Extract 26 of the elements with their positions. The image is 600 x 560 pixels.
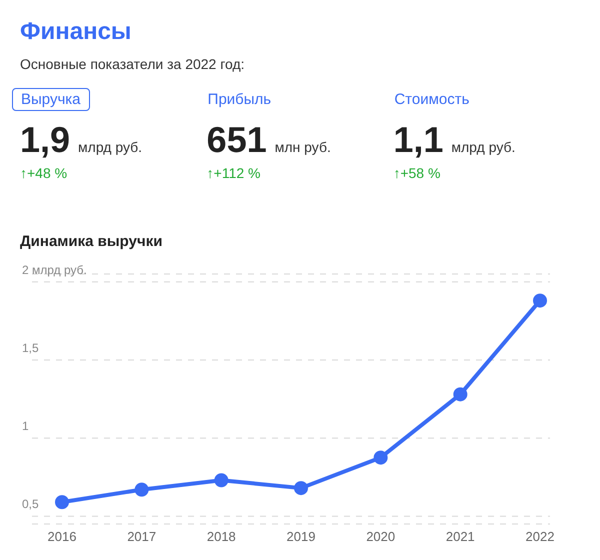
text: Стоимость [393, 90, 470, 110]
x-tick-label: 2016 [48, 529, 76, 544]
x-tick-label: 2020 [366, 529, 396, 544]
text: ↑+112 % [206, 165, 262, 181]
text: млн руб. [274, 139, 331, 155]
x-tick-label: 2021 [446, 529, 475, 544]
y-tick-label: 0,5 [22, 497, 40, 512]
text: ↑+58 % [393, 165, 442, 181]
text: 1,9 [20, 119, 70, 160]
text: 1,1 [393, 119, 444, 160]
y-tick-label: 1 [22, 419, 29, 434]
text: 651 [206, 119, 267, 160]
y-tick-label: 1,5 [22, 340, 40, 355]
text: Выручка [12, 88, 90, 111]
x-tick-label: 2022 [526, 529, 554, 544]
x-tick-label: 2019 [286, 529, 316, 544]
x-tick-label: 2018 [206, 529, 236, 544]
y-tick-label: 2 млрд руб. [22, 262, 87, 277]
chart-title: Динамика выручки [20, 233, 164, 250]
text: млрд руб. [78, 139, 142, 155]
text: млрд руб. [451, 139, 516, 155]
x-tick-label: 2017 [127, 529, 156, 544]
text: Финансы [20, 18, 132, 46]
text: Прибыль [206, 90, 272, 110]
text: Основные показатели за 2022 год: [20, 56, 246, 72]
text: ↑+48 % [20, 165, 68, 181]
